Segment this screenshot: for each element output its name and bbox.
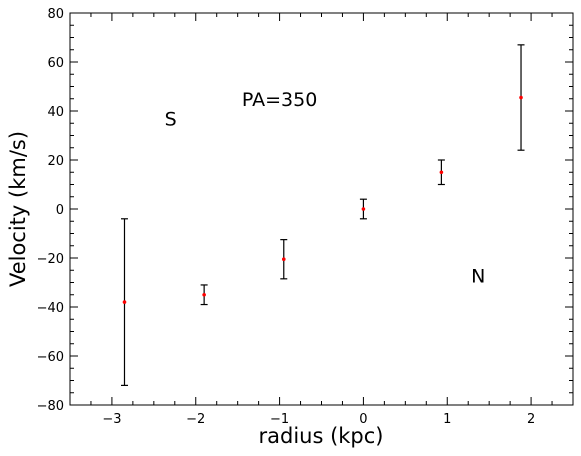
data-point <box>202 292 206 297</box>
axis-ticks <box>69 12 574 406</box>
x-tick-label: −2 <box>186 412 205 427</box>
y-tick-label: 20 <box>47 154 64 169</box>
data-point <box>439 170 444 175</box>
data-point <box>122 300 127 304</box>
data-point <box>361 207 366 211</box>
data-points <box>122 95 523 304</box>
x-tick-label: 2 <box>527 412 535 427</box>
annotation: PA=350 <box>242 89 317 111</box>
plot-area <box>69 12 574 406</box>
axis-tick-labels: −3 −2 −1 0 1 2 −80 −60 −40 −20 0 20 40 60 80 <box>37 7 536 427</box>
annotation: S <box>165 109 177 131</box>
annotation: N <box>471 266 485 288</box>
x-axis-label: radius (kpc) <box>258 424 383 448</box>
annotations: PA=350 S N <box>165 89 486 287</box>
y-tick-label: −20 <box>37 252 64 267</box>
y-tick-label: 0 <box>56 203 64 218</box>
x-tick-label: −3 <box>102 412 121 427</box>
data-point <box>281 257 286 262</box>
data-point <box>519 95 523 100</box>
y-tick-label: 40 <box>47 105 64 120</box>
x-tick-label: −1 <box>270 412 289 427</box>
y-axis-label: Velocity (km/s) <box>6 131 30 287</box>
x-tick-label: 0 <box>359 412 367 427</box>
x-tick-label: 1 <box>443 412 451 427</box>
y-tick-label: 60 <box>47 56 64 71</box>
y-tick-label: −60 <box>37 350 64 365</box>
y-tick-label: 80 <box>47 7 64 22</box>
y-tick-label: −40 <box>37 301 64 316</box>
y-tick-label: −80 <box>37 399 64 414</box>
